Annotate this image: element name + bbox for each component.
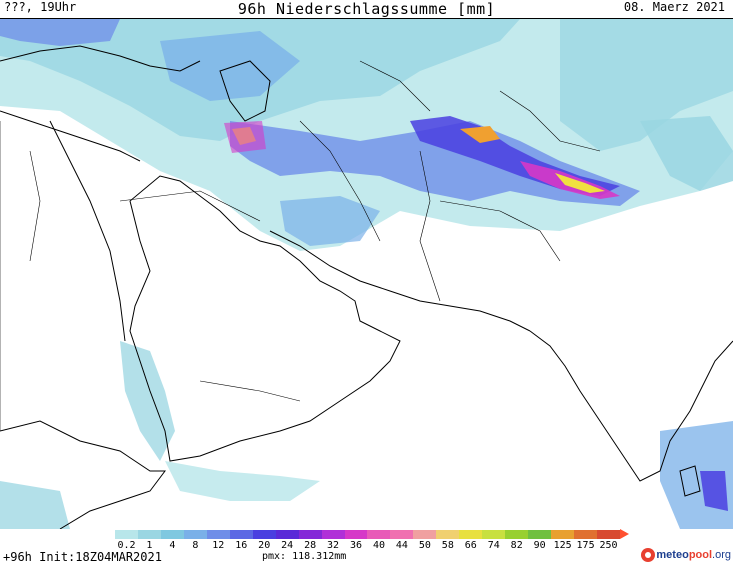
legend-swatch: [344, 530, 368, 539]
pmx-value: pmx: 118.312mm: [262, 551, 347, 562]
init-time: Init:18Z04MAR2021: [39, 550, 162, 564]
legend-swatch: [505, 530, 529, 539]
coastline-redsea-west: [49, 120, 126, 342]
legend-swatch: [551, 530, 575, 539]
legend-arrow-icon: [620, 529, 629, 539]
legend-swatch: [298, 530, 322, 539]
legend-label: 66: [464, 540, 477, 551]
legend-swatch: [229, 530, 253, 539]
logo-part-2: pool: [688, 549, 713, 561]
precip-field-gulfaden: [165, 461, 320, 501]
lead-time: +96h: [3, 550, 32, 564]
map-canvas: [0, 19, 733, 529]
legend-label: 50: [418, 540, 431, 551]
border-2: [299, 120, 381, 242]
precip-field-africa: [0, 481, 70, 529]
precip-field-caspian: [160, 31, 300, 101]
legend-label: 0.2: [117, 540, 136, 551]
legend-label: 125: [553, 540, 572, 551]
border-6: [199, 380, 301, 402]
border-7: [359, 60, 431, 112]
legend-label: 12: [212, 540, 225, 551]
legend-label: 58: [441, 540, 454, 551]
legend-label: 4: [169, 540, 176, 551]
coastlines: [0, 45, 733, 529]
precip-band-central: [230, 121, 640, 206]
border-3: [419, 150, 441, 302]
legend-label: 250: [599, 540, 618, 551]
legend-swatch: [321, 530, 345, 539]
precip-field-east-tibet: [640, 116, 733, 191]
coastline-india: [529, 330, 733, 482]
legend-label: 90: [533, 540, 546, 551]
precip-field-east: [560, 19, 733, 151]
legend-label: 36: [349, 540, 363, 551]
legend-label: 82: [510, 540, 523, 551]
forecast-init-label: +96h Init:18Z04MAR2021: [3, 550, 162, 564]
precip-field-nw: [0, 19, 120, 46]
coastline-north: [0, 45, 201, 72]
logo-part-3: .org: [712, 549, 731, 561]
logo-part-1: meteo: [656, 549, 689, 561]
precip-field-redsea: [120, 341, 175, 461]
border-8: [499, 90, 601, 152]
legend-swatch: [413, 530, 437, 539]
legend-label: 74: [487, 540, 500, 551]
precip-field-srilanka-core: [700, 471, 728, 511]
legend-swatch: [183, 530, 207, 539]
legend-swatch: [528, 530, 552, 539]
precip-hotspot-himalaya-peak: [555, 173, 605, 193]
legend-swatch: [459, 530, 483, 539]
meteopool-logo: meteo pool .org: [640, 547, 731, 563]
logo-icon: [641, 548, 656, 562]
precipitation-map: [0, 18, 733, 529]
legend-swatch: [597, 530, 620, 539]
coastline-srilanka: [679, 465, 701, 497]
precip-layer: [0, 19, 733, 529]
legend-label: 24: [281, 540, 294, 551]
legend-label: 44: [395, 540, 408, 551]
border-4: [439, 200, 561, 262]
legend-label: 1: [146, 540, 153, 551]
legend-swatch: [482, 530, 506, 539]
legend-swatch: [436, 530, 460, 539]
precip-zagros-ring: [224, 121, 266, 153]
border-9: [29, 150, 41, 262]
border-1: [119, 190, 261, 222]
valid-time-label: ???, 19Uhr: [4, 0, 77, 14]
legend-labels: 0.2 1 4 8 12 16 20 24 28 32 36 40 44 50 58 66 74 82 90 125 1…: [110, 540, 630, 552]
legend-swatch: [160, 530, 184, 539]
coastline-med: [0, 110, 141, 162]
legend-swatch: [574, 530, 598, 539]
color-legend: [115, 530, 620, 539]
legend-label: 175: [576, 540, 595, 551]
legend-swatch: [137, 530, 161, 539]
precip-hotspot-hindukush: [460, 126, 500, 143]
legend-swatch: [390, 530, 414, 539]
coastline-africa: [0, 420, 166, 529]
legend-label: 20: [258, 540, 271, 551]
legend-label: 28: [304, 540, 317, 551]
coastline-arabia: [129, 175, 401, 462]
date-label: 08. Maerz 2021: [623, 0, 725, 14]
legend-swatch: [367, 530, 391, 539]
legend-swatch: [252, 530, 276, 539]
coastline-caspian: [219, 60, 271, 122]
legend-swatch: [275, 530, 299, 539]
map-title: 96h Niederschlagssumme [mm]: [237, 0, 496, 18]
legend-label: 16: [235, 540, 248, 551]
legend-swatch: [115, 530, 138, 539]
legend-label: 8: [192, 540, 199, 551]
legend-label: 32: [327, 540, 340, 551]
coastline-iran: [269, 230, 531, 332]
legend-label: 40: [372, 540, 385, 551]
precip-field-iran-south: [280, 196, 380, 246]
legend-swatch: [206, 530, 230, 539]
